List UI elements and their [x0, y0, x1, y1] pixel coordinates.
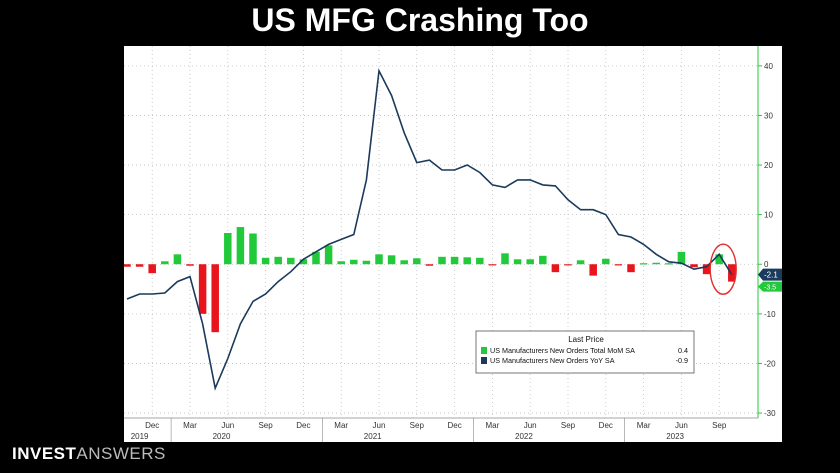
bar-mom — [161, 261, 169, 265]
bar-mom — [236, 227, 245, 265]
x-tick-label: Sep — [258, 421, 273, 430]
x-tick-label: Dec — [296, 421, 310, 430]
x-tick-label: Sep — [712, 421, 727, 430]
bar-mom — [186, 264, 194, 266]
bar-mom — [652, 262, 660, 265]
bar-mom — [274, 256, 282, 265]
legend-swatch — [481, 347, 487, 354]
x-tick-label: Jun — [373, 421, 386, 430]
bar-mom — [450, 256, 459, 265]
year-label: 2021 — [364, 432, 382, 441]
bar-mom — [627, 264, 635, 273]
bar-mom — [148, 264, 156, 274]
bar-mom — [135, 264, 144, 267]
bar-mom — [665, 263, 673, 265]
highlight-circle — [709, 243, 737, 295]
x-tick-label: Mar — [486, 421, 500, 430]
bar-mom — [589, 264, 597, 276]
bar-mom — [211, 264, 219, 333]
y-tick-label: 10 — [764, 211, 773, 220]
bar-mom — [715, 254, 723, 265]
bar-mom — [224, 232, 232, 265]
last-value-yoy: -2.1 — [764, 271, 778, 280]
bar-mom — [476, 257, 484, 265]
bar-mom — [564, 264, 572, 266]
bar-mom — [501, 253, 509, 265]
last-value-tag-mom — [758, 281, 782, 292]
y-tick-label: -10 — [764, 310, 776, 319]
bar-mom — [639, 263, 648, 265]
bar-mom — [576, 260, 585, 265]
bar-mom — [526, 259, 534, 265]
legend-entry-value: 0.4 — [678, 346, 688, 355]
brand-part-2: ANSWERS — [76, 444, 166, 463]
y-tick-label: 20 — [764, 161, 773, 170]
year-label: 2020 — [213, 432, 231, 441]
bar-mom — [425, 264, 434, 266]
bar-mom — [312, 251, 320, 265]
bar-mom — [539, 255, 547, 265]
legend-title: Last Price — [568, 335, 604, 344]
chart-panel: 40 30 20 10 0 -10 -20 -30 -2.1 -3.5 Dec Mar Jun Sep De… — [124, 46, 782, 442]
bar-mom — [488, 264, 497, 266]
bar-mom — [362, 260, 371, 265]
bar-mom — [287, 257, 295, 265]
bar-mom — [702, 264, 711, 275]
brand-logo: INVESTANSWERS — [12, 444, 166, 464]
bar-mom — [728, 264, 736, 282]
x-tick-label: Jun — [524, 421, 537, 430]
year-label: 2019 — [131, 432, 149, 441]
bar-mom — [198, 264, 207, 314]
y-tick-label: 0 — [764, 260, 769, 269]
y-tick-label: -20 — [764, 359, 776, 368]
last-value-tag-yoy — [758, 268, 782, 281]
bar-mom — [400, 260, 408, 265]
x-tick-label: Sep — [561, 421, 576, 430]
x-tick-label: Jun — [221, 421, 234, 430]
brand-part-1: INVEST — [12, 444, 77, 463]
legend-swatch — [481, 357, 487, 364]
x-tick-label: Mar — [183, 421, 197, 430]
legend-entry-label: US Manufacturers New Orders YoY SA — [490, 356, 615, 365]
y-tick-label: 30 — [764, 111, 773, 120]
line-yoy — [126, 68, 733, 391]
bar-mom — [387, 255, 396, 265]
legend-entry-value: -0.9 — [676, 356, 688, 365]
x-tick-label: Dec — [447, 421, 461, 430]
y-tick-label: -30 — [764, 409, 776, 418]
chart-svg: 40 30 20 10 0 -10 -20 -30 -2.1 -3.5 Dec Mar Jun Sep De… — [124, 46, 782, 442]
bar-mom — [299, 259, 308, 265]
bar-mom — [337, 261, 345, 265]
bar-mom — [677, 251, 686, 265]
bar-mom — [249, 233, 257, 265]
year-label: 2022 — [515, 432, 533, 441]
bar-mom — [513, 259, 522, 265]
bar-mom — [173, 254, 182, 265]
bar-mom — [261, 257, 270, 265]
x-tick-label: Mar — [637, 421, 651, 430]
bar-mom — [124, 264, 131, 267]
x-tick-label: Mar — [334, 421, 348, 430]
x-tick-label: Sep — [410, 421, 425, 430]
x-tick-label: Dec — [145, 421, 159, 430]
bar-mom — [375, 254, 383, 265]
bar-mom — [551, 264, 560, 273]
bar-mom — [690, 264, 698, 268]
chart-title: US MFG Crashing Too — [251, 2, 589, 38]
x-tick-label: Jun — [675, 421, 688, 430]
bar-mom — [438, 256, 446, 265]
legend-entry-label: US Manufacturers New Orders Total MoM SA — [490, 346, 635, 355]
legend-box — [475, 330, 695, 374]
bar-mom — [463, 257, 471, 265]
x-tick-label: Dec — [599, 421, 613, 430]
last-value-mom: -3.5 — [764, 285, 776, 292]
bar-mom — [614, 264, 623, 266]
bar-mom — [324, 245, 333, 265]
y-tick-label: 40 — [764, 62, 773, 71]
year-label: 2023 — [666, 432, 684, 441]
bar-mom — [413, 258, 421, 265]
bar-mom — [602, 258, 610, 265]
bar-mom — [350, 259, 358, 265]
